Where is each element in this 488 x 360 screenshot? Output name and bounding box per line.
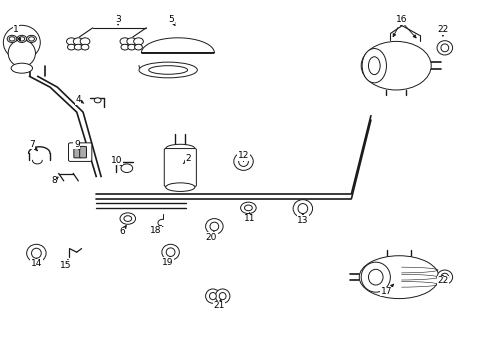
FancyBboxPatch shape	[68, 143, 92, 161]
FancyBboxPatch shape	[80, 147, 86, 158]
Text: 7: 7	[29, 140, 37, 151]
Circle shape	[240, 202, 256, 213]
Ellipse shape	[368, 57, 379, 75]
Ellipse shape	[436, 41, 452, 55]
Circle shape	[7, 35, 17, 42]
Ellipse shape	[440, 273, 448, 281]
Text: 14: 14	[31, 258, 42, 269]
Circle shape	[127, 44, 135, 50]
Ellipse shape	[165, 144, 195, 153]
FancyBboxPatch shape	[164, 149, 196, 186]
Ellipse shape	[166, 248, 175, 256]
Ellipse shape	[165, 183, 195, 192]
Text: 5: 5	[168, 15, 175, 26]
Circle shape	[27, 35, 36, 42]
Text: 16: 16	[394, 15, 406, 26]
Text: 15: 15	[60, 260, 71, 270]
Ellipse shape	[440, 44, 448, 52]
Ellipse shape	[292, 200, 312, 217]
Circle shape	[29, 37, 34, 41]
FancyBboxPatch shape	[74, 147, 81, 158]
Ellipse shape	[368, 269, 382, 285]
Ellipse shape	[209, 222, 218, 231]
Text: 18: 18	[150, 225, 162, 235]
Ellipse shape	[205, 219, 223, 234]
Circle shape	[121, 164, 132, 172]
Ellipse shape	[205, 289, 220, 303]
Text: 10: 10	[111, 156, 122, 166]
Circle shape	[94, 98, 101, 103]
Text: 1: 1	[13, 26, 20, 41]
Ellipse shape	[162, 244, 179, 260]
Ellipse shape	[27, 244, 46, 262]
Ellipse shape	[297, 203, 307, 213]
Circle shape	[80, 38, 90, 45]
Ellipse shape	[139, 62, 197, 78]
Text: 2: 2	[183, 154, 191, 164]
Ellipse shape	[238, 157, 248, 166]
Circle shape	[73, 38, 83, 45]
Text: 6: 6	[119, 225, 126, 236]
Circle shape	[9, 37, 15, 41]
Circle shape	[133, 38, 143, 45]
Text: 22: 22	[436, 26, 447, 36]
Ellipse shape	[362, 49, 386, 83]
Circle shape	[126, 38, 136, 45]
Text: 8: 8	[51, 176, 58, 185]
Text: 4: 4	[75, 95, 83, 104]
Ellipse shape	[361, 41, 430, 90]
Text: 3: 3	[115, 15, 121, 25]
Circle shape	[19, 37, 25, 41]
Text: 13: 13	[297, 214, 308, 225]
Text: 17: 17	[380, 284, 393, 296]
Ellipse shape	[11, 63, 32, 73]
Circle shape	[134, 44, 142, 50]
Ellipse shape	[209, 293, 216, 300]
Text: 22: 22	[436, 275, 447, 285]
Text: 20: 20	[205, 231, 217, 242]
Circle shape	[67, 44, 75, 50]
Text: 11: 11	[243, 213, 255, 223]
Text: 12: 12	[237, 151, 249, 161]
Text: 9: 9	[74, 140, 80, 150]
Ellipse shape	[8, 40, 35, 67]
Ellipse shape	[436, 270, 452, 284]
Circle shape	[120, 38, 129, 45]
Circle shape	[120, 213, 135, 224]
Ellipse shape	[215, 289, 229, 303]
Ellipse shape	[233, 153, 253, 170]
Ellipse shape	[361, 262, 389, 292]
Circle shape	[66, 38, 76, 45]
Polygon shape	[141, 38, 214, 53]
Circle shape	[17, 35, 27, 42]
Text: 21: 21	[213, 300, 224, 310]
Ellipse shape	[148, 66, 187, 74]
Ellipse shape	[31, 248, 41, 258]
Text: 19: 19	[162, 257, 173, 267]
Ellipse shape	[359, 256, 438, 298]
Text: 16: 16	[392, 15, 407, 37]
Circle shape	[81, 44, 89, 50]
Circle shape	[244, 205, 252, 211]
Circle shape	[74, 44, 82, 50]
Circle shape	[123, 216, 131, 221]
Ellipse shape	[3, 25, 40, 60]
Ellipse shape	[219, 293, 225, 300]
Circle shape	[121, 44, 128, 50]
